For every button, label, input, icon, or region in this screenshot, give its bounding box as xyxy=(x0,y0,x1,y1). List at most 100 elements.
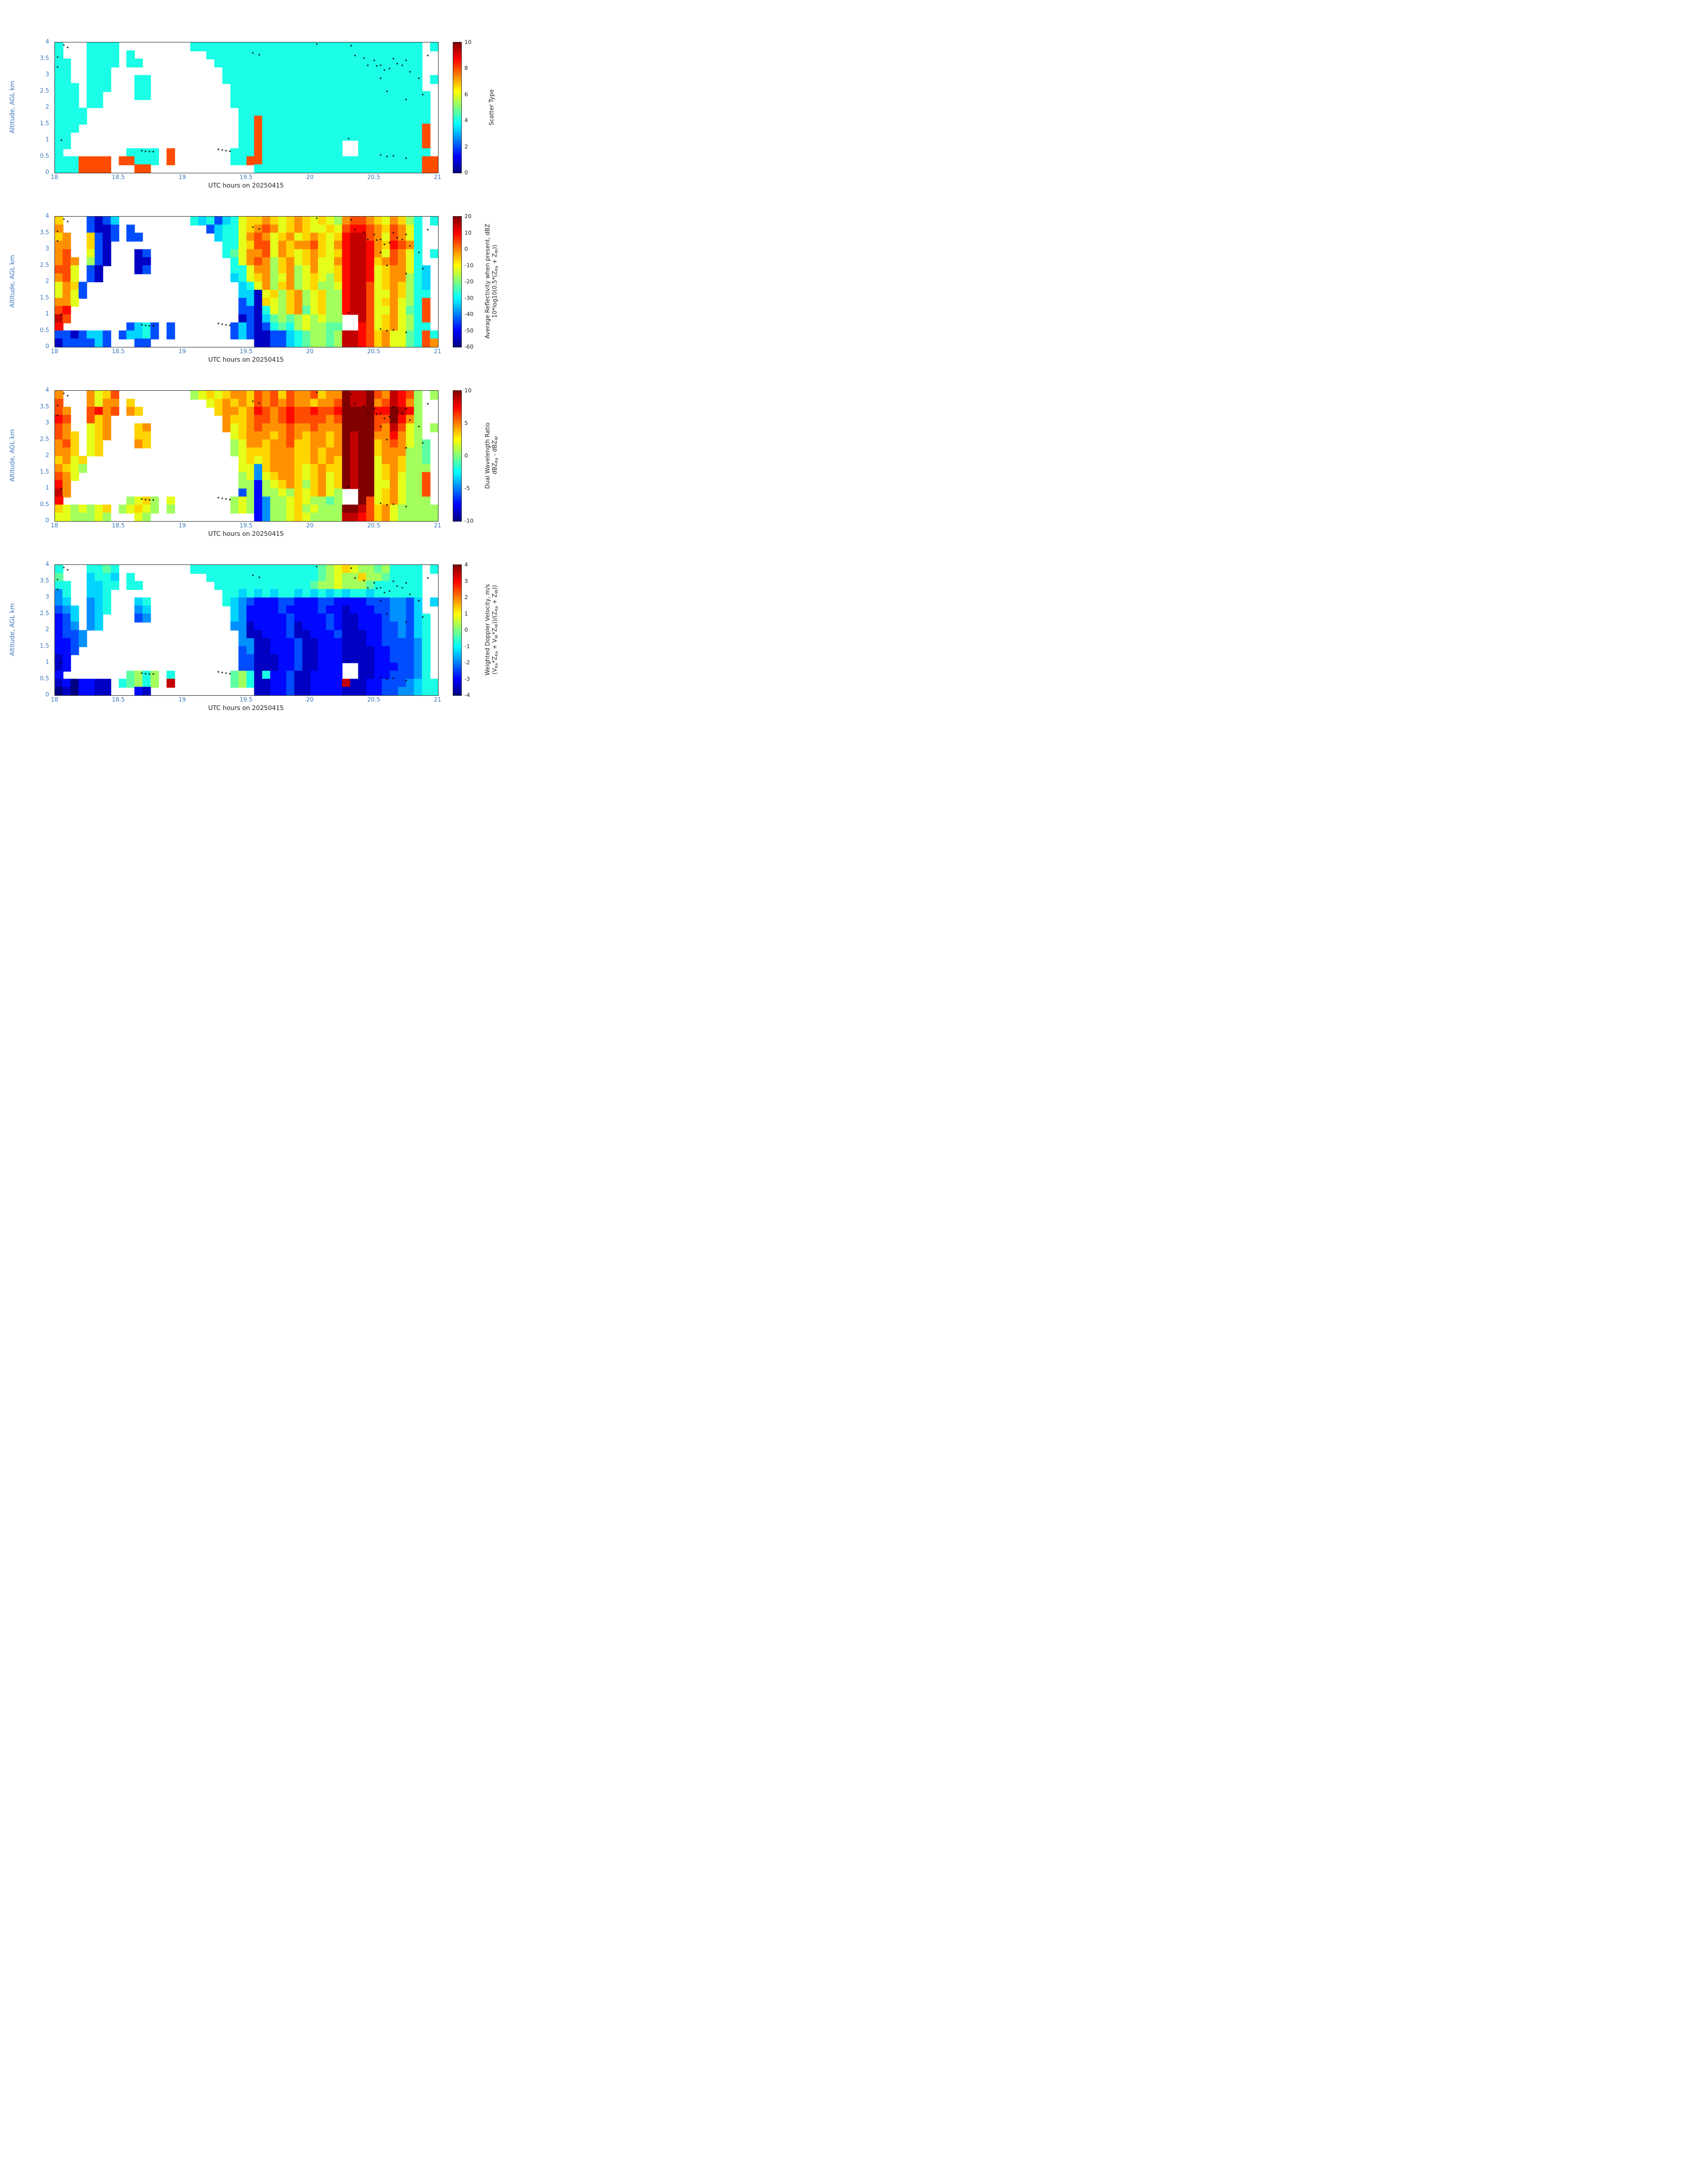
colorbar-tick-label: 10 xyxy=(464,387,472,394)
colorbar-tick-label: 6 xyxy=(464,91,468,98)
x-tick-label: 20.5 xyxy=(367,174,380,181)
y-tick-label: 1.5 xyxy=(40,294,49,301)
colorbar-tick-label: 10 xyxy=(464,38,472,46)
colorbar-tick-label: 20 xyxy=(464,213,472,220)
colorbar-tick-label: 8 xyxy=(464,64,468,71)
y-tick-label: 3.5 xyxy=(40,55,49,62)
colorbar-tick-label: 0 xyxy=(464,626,468,633)
x-axis-label: UTC hours on 20250415 xyxy=(208,705,284,712)
y-tick-label: 2.5 xyxy=(40,262,49,268)
colorbar-tick-label: -4 xyxy=(464,691,470,698)
y-tick-label: 1 xyxy=(45,136,49,143)
y-tick-label: 1 xyxy=(45,659,49,666)
x-axis-ticks: 18 18.5 19 19.5 20 20.5 21 xyxy=(50,522,442,530)
y-tick-label: 1.5 xyxy=(40,468,49,475)
y-tick-label: 4 xyxy=(45,561,49,568)
y-tick-label: 0.5 xyxy=(40,675,49,682)
y-tick-label: 1 xyxy=(45,485,49,492)
y-tick-label: 3.5 xyxy=(40,577,49,584)
x-tick-label: 21 xyxy=(434,697,442,703)
y-axis-ticks: 0 0.5 1 1.5 2 2.5 3 3.5 4 xyxy=(29,387,52,524)
colorbar-formula-text: (VKa*ZKa + VW*ZW))/(ZKa + ZW)) xyxy=(492,585,499,675)
colorbar-formula-text: 10*log10(0.5*(ZKa + ZW)) xyxy=(492,244,499,318)
x-tick-label: 19.5 xyxy=(239,348,253,355)
x-tick-label: 21 xyxy=(434,348,442,355)
x-tick-label: 18.5 xyxy=(112,174,125,181)
colorbar-tick-label: 1 xyxy=(464,610,468,617)
y-tick-label: 0.5 xyxy=(40,153,49,159)
y-tick-label: 4 xyxy=(45,213,49,220)
colorbar xyxy=(453,216,462,347)
colorbar-tick-label: -10 xyxy=(464,517,474,524)
colorbar-label-text: Scatter Type xyxy=(488,89,495,125)
colorbar xyxy=(453,564,462,696)
colorbar-tick-label: -50 xyxy=(464,327,474,334)
x-axis-label: UTC hours on 20250415 xyxy=(208,182,284,189)
colorbar-ticks: -4 -3 -2 -1 0 1 2 3 4 xyxy=(464,561,482,698)
colorbar-tick-label: -40 xyxy=(464,310,474,318)
y-tick-label: 0.5 xyxy=(40,501,49,508)
y-tick-label: 2.5 xyxy=(40,88,49,94)
colorbar-tick-label: -2 xyxy=(464,659,470,666)
heatmap-plot xyxy=(54,216,438,347)
x-tick-label: 19.5 xyxy=(239,522,253,529)
colorbar-ticks: 0 2 4 6 8 10 xyxy=(464,38,482,176)
colorbar-tick-label: -20 xyxy=(464,278,474,285)
x-tick-label: 19 xyxy=(178,174,186,181)
y-tick-label: 1.5 xyxy=(40,120,49,127)
y-tick-label: 0 xyxy=(45,691,49,698)
y-axis-label-text: Altitude, AGL km xyxy=(9,429,16,482)
panel-average-reflectivity: Altitude, AGL km 0 0.5 1 1.5 2 2.5 3 3.5 4 18 18.… xyxy=(0,188,547,364)
y-axis-label: Altitude, AGL km xyxy=(7,42,18,172)
x-tick-label: 21 xyxy=(434,522,442,529)
colorbar-tick-label: 10 xyxy=(464,229,472,236)
y-axis-label-text: Altitude, AGL km xyxy=(9,255,16,308)
colorbar-tick-label: -5 xyxy=(464,485,470,492)
x-tick-label: 20 xyxy=(306,697,314,703)
x-tick-label: 20.5 xyxy=(367,697,380,703)
x-tick-label: 19 xyxy=(178,348,186,355)
y-tick-label: 2 xyxy=(45,104,49,111)
colorbar-canvas xyxy=(453,42,461,173)
y-tick-label: 3 xyxy=(45,245,49,252)
x-axis-ticks: 18 18.5 19 19.5 20 20.5 21 xyxy=(51,697,442,704)
colorbar-tick-label: -1 xyxy=(464,643,470,649)
colorbar-tick-label: 2 xyxy=(464,143,468,150)
radar-time-height-figure: Altitude, AGL km 0 0.5 1 1.5 2 2.5 3 3.5 4 18 18.… xyxy=(0,0,547,712)
colorbar-ticks: -60 -50 -40 -30 -20 -10 0 10 20 xyxy=(464,213,482,350)
y-axis-ticks: 0 0.5 1 1.5 2 2.5 3 3.5 4 xyxy=(29,213,52,350)
colorbar-label: Dual Wavelength Ratio dBZKa - dBZW xyxy=(482,390,502,521)
x-tick-label: 20 xyxy=(306,348,314,355)
heatmap-plot xyxy=(54,390,438,522)
y-axis-ticks: 0 0.5 1 1.5 2 2.5 3 3.5 4 xyxy=(29,38,52,176)
y-axis-label-text: Altitude, AGL km xyxy=(9,81,16,134)
colorbar-label-text: Dual Wavelength Ratio xyxy=(484,422,491,489)
colorbar-tick-label: -3 xyxy=(464,675,470,682)
panel-scatter-type: Altitude, AGL km 0 0.5 1 1.5 2 2.5 3 3.5 4 18 18.… xyxy=(0,13,547,190)
y-tick-label: 2.5 xyxy=(40,610,49,617)
x-tick-label: 19 xyxy=(178,697,186,703)
y-axis-label-text: Altitude, AGL km xyxy=(9,603,16,656)
y-tick-label: 4 xyxy=(45,38,49,46)
colorbar-label-text: Average Reflectivity when present, dBZ xyxy=(484,224,491,339)
panel-dual-wavelength-ratio: Altitude, AGL km 0 0.5 1 1.5 2 2.5 3 3.5 4 18 18.… xyxy=(0,362,547,538)
colorbar-formula-text: dBZKa - dBZW xyxy=(492,436,499,475)
y-tick-label: 1.5 xyxy=(40,643,49,649)
heatmap-canvas xyxy=(55,217,438,347)
colorbar xyxy=(453,42,462,173)
colorbar-tick-label: 0 xyxy=(464,245,468,252)
y-tick-label: 4 xyxy=(45,387,49,394)
heatmap-plot xyxy=(54,564,438,696)
colorbar-canvas xyxy=(453,217,461,347)
colorbar-canvas xyxy=(453,565,461,695)
colorbar xyxy=(453,390,462,522)
y-axis-label: Altitude, AGL km xyxy=(7,216,18,347)
heatmap-canvas xyxy=(55,42,438,173)
y-tick-label: 0 xyxy=(45,343,49,350)
colorbar-tick-label: 2 xyxy=(464,593,468,601)
x-tick-label: 18 xyxy=(50,522,58,529)
y-axis-label: Altitude, AGL km xyxy=(7,564,18,695)
colorbar-tick-label: 5 xyxy=(464,419,468,426)
y-tick-label: 3 xyxy=(45,419,49,426)
y-tick-label: 3 xyxy=(45,593,49,601)
